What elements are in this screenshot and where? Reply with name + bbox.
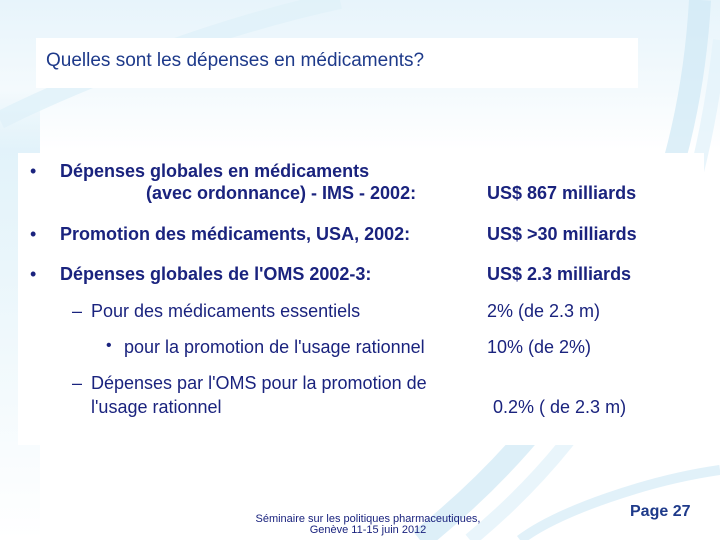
row-6-value: 0.2% ( de 2.3 m) bbox=[493, 397, 627, 417]
footer-line2: Genève 11-15 juin 2012 bbox=[309, 524, 427, 536]
page-number: Page 27 bbox=[630, 503, 691, 520]
row-3-label: Dépenses globales de l'OMS 2002-3: bbox=[60, 264, 372, 284]
row-5-label: pour la promotion de l'usage rationnel bbox=[124, 337, 425, 357]
row-6-label-line1: Dépenses par l'OMS pour la promotion de bbox=[91, 373, 427, 393]
row-3-value: US$ 2.3 milliards bbox=[487, 264, 632, 284]
row-6-label-line2: l'usage rationnel bbox=[91, 397, 222, 417]
slide-title: Quelles sont les dépenses en médicaments… bbox=[46, 50, 425, 71]
row-5-value: 10% (de 2%) bbox=[487, 337, 592, 357]
row-4-label: Pour des médicaments essentiels bbox=[91, 301, 361, 321]
title-box bbox=[36, 38, 638, 88]
content-box bbox=[18, 153, 704, 445]
bullet-5: • bbox=[106, 337, 112, 354]
row-1-value: US$ 867 milliards bbox=[487, 183, 637, 203]
dash-4: – bbox=[72, 301, 83, 321]
row-1-label-line2: (avec ordonnance) - IMS - 2002: bbox=[146, 183, 417, 203]
row-1-label-line1: Dépenses globales en médicaments bbox=[60, 161, 370, 181]
footer: Séminaire sur les politiques pharmaceuti… bbox=[220, 514, 516, 536]
row-2-value: US$ >30 milliards bbox=[487, 224, 637, 244]
footer-line1: Séminaire sur les politiques pharmaceuti… bbox=[255, 513, 481, 525]
row-2-label: Promotion des médicaments, USA, 2002: bbox=[60, 224, 411, 244]
bullet-3: • bbox=[30, 264, 37, 284]
dash-6: – bbox=[72, 373, 83, 393]
bullet-2: • bbox=[30, 224, 37, 244]
row-4-value: 2% (de 2.3 m) bbox=[487, 301, 601, 321]
bullet-1: • bbox=[30, 161, 37, 181]
